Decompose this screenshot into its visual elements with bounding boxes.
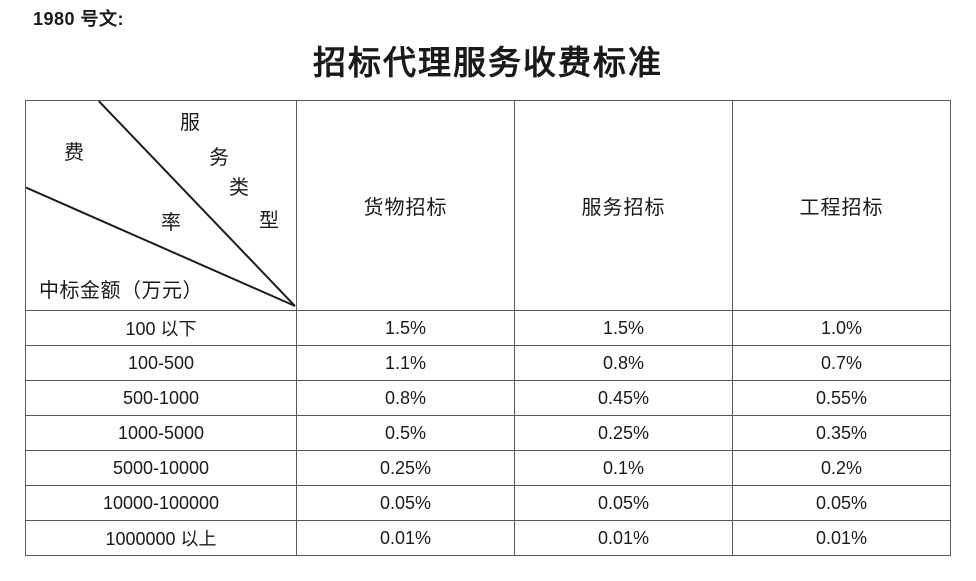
table-row: 10000-100000 0.05% 0.05% 0.05% <box>25 485 951 521</box>
table-row: 1000-5000 0.5% 0.25% 0.35% <box>25 415 951 451</box>
column-header-goods: 货物招标 <box>296 100 515 311</box>
amount-range-cell: 5000-10000 <box>25 450 297 486</box>
table-row: 1000000 以上 0.01% 0.01% 0.01% <box>25 520 951 556</box>
services-rate-cell: 0.05% <box>514 485 733 521</box>
works-rate-cell: 0.35% <box>732 415 951 451</box>
works-rate-cell: 0.55% <box>732 380 951 416</box>
services-rate-cell: 0.8% <box>514 345 733 381</box>
doc-reference: 1980 号文: <box>33 9 125 29</box>
corner-label-type-char1: 服 <box>180 112 200 134</box>
works-rate-cell: 0.7% <box>732 345 951 381</box>
table-row: 100-500 1.1% 0.8% 0.7% <box>25 345 951 381</box>
corner-label-type-char2: 务 <box>209 147 229 169</box>
table-row: 5000-10000 0.25% 0.1% 0.2% <box>25 450 951 486</box>
services-rate-cell: 0.01% <box>514 520 733 556</box>
corner-label-amount: 中标金额（万元） <box>39 280 203 302</box>
table-header-row: 费 率 服 务 类 型 中标金额（万元） 货物招标 服务招标 工程招标 <box>25 100 951 311</box>
corner-label-fee-char1: 费 <box>64 142 84 164</box>
table-row: 500-1000 0.8% 0.45% 0.55% <box>25 380 951 416</box>
works-rate-cell: 0.01% <box>732 520 951 556</box>
corner-label-type-char4: 型 <box>259 210 279 232</box>
amount-range-cell: 10000-100000 <box>25 485 297 521</box>
services-rate-cell: 0.45% <box>514 380 733 416</box>
goods-rate-cell: 1.5% <box>296 310 515 346</box>
column-header-services: 服务招标 <box>514 100 733 311</box>
page-title: 招标代理服务收费标准 <box>313 46 663 82</box>
goods-rate-cell: 0.01% <box>296 520 515 556</box>
fee-standard-table: 费 率 服 务 类 型 中标金额（万元） 货物招标 服务招标 工程招标 100 … <box>25 100 951 556</box>
amount-range-cell: 100 以下 <box>25 310 297 346</box>
goods-rate-cell: 0.5% <box>296 415 515 451</box>
diagonal-divider-lines <box>26 101 296 307</box>
amount-range-cell: 1000000 以上 <box>25 520 297 556</box>
services-rate-cell: 0.1% <box>514 450 733 486</box>
services-rate-cell: 1.5% <box>514 310 733 346</box>
goods-rate-cell: 0.05% <box>296 485 515 521</box>
column-header-works: 工程招标 <box>732 100 951 311</box>
amount-range-cell: 1000-5000 <box>25 415 297 451</box>
goods-rate-cell: 0.8% <box>296 380 515 416</box>
goods-rate-cell: 0.25% <box>296 450 515 486</box>
works-rate-cell: 0.2% <box>732 450 951 486</box>
works-rate-cell: 0.05% <box>732 485 951 521</box>
table-corner-cell: 费 率 服 务 类 型 中标金额（万元） <box>25 100 297 311</box>
table-row: 100 以下 1.5% 1.5% 1.0% <box>25 310 951 346</box>
goods-rate-cell: 1.1% <box>296 345 515 381</box>
works-rate-cell: 1.0% <box>732 310 951 346</box>
amount-range-cell: 500-1000 <box>25 380 297 416</box>
services-rate-cell: 0.25% <box>514 415 733 451</box>
corner-label-fee-char2: 率 <box>161 212 181 234</box>
amount-range-cell: 100-500 <box>25 345 297 381</box>
corner-label-type-char3: 类 <box>229 177 249 199</box>
